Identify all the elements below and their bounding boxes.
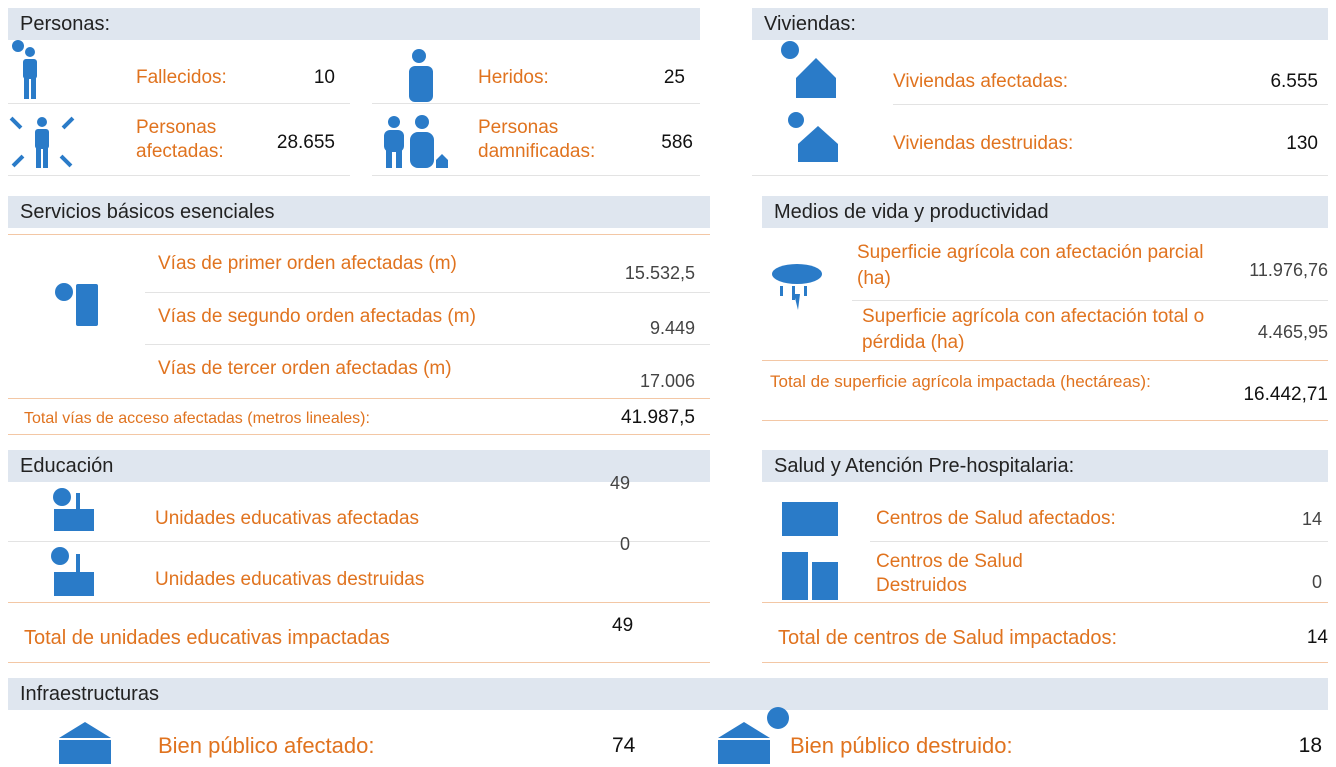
item-value: 586 <box>661 132 693 153</box>
separator <box>372 103 700 104</box>
section-header: Educación <box>8 450 710 482</box>
item-value: 0 <box>620 534 631 554</box>
separator <box>870 541 1328 542</box>
separator <box>8 103 350 104</box>
item-value: 74 <box>612 734 636 757</box>
item-value: 130 <box>1286 133 1318 154</box>
item-value: 49 <box>610 473 631 493</box>
person-icon <box>12 40 37 99</box>
hospital-icon <box>782 552 838 600</box>
item-label: Viviendas destruidas: <box>893 133 1074 154</box>
separator <box>762 602 1328 603</box>
building-icon <box>59 722 111 764</box>
separator <box>762 360 1328 361</box>
item-value: 15.532,5 <box>624 263 695 283</box>
item-label: Superficie agrícola con afectación total… <box>862 306 1205 353</box>
school-icon <box>51 547 94 596</box>
item-label: Vías de tercer orden afectadas (m) <box>158 358 452 379</box>
separator <box>8 175 350 176</box>
separator <box>8 541 710 542</box>
section-header: Infraestructuras <box>8 678 1328 710</box>
separator <box>893 104 1328 105</box>
section-header: Servicios básicos esenciales <box>8 196 710 228</box>
item-label: Personas afectadas: <box>136 117 224 162</box>
total-label: Total de centros de Salud impactados: <box>778 627 1118 649</box>
building-icon <box>718 707 789 764</box>
separator <box>8 434 710 435</box>
item-label: Bien público afectado: <box>158 733 375 758</box>
separator <box>762 420 1328 421</box>
section-header: Salud y Atención Pre-hospitalaria: <box>762 450 1328 482</box>
separator <box>145 292 710 293</box>
house-icon <box>781 41 836 98</box>
road-icon <box>55 283 98 326</box>
item-label: Unidades educativas destruidas <box>155 569 425 590</box>
item-label: Heridos: <box>478 67 549 88</box>
item-value: 4.465,95 <box>1257 322 1328 342</box>
total-value: 41.987,5 <box>621 407 695 428</box>
total-label: Total de unidades educativas impactadas <box>24 627 390 649</box>
item-label: Unidades educativas afectadas <box>155 508 420 529</box>
section-header: Personas: <box>8 8 700 40</box>
item-value: 25 <box>663 67 685 88</box>
section-header: Viviendas: <box>752 8 1328 40</box>
separator <box>8 662 710 663</box>
separator <box>852 300 1328 301</box>
section-header: Medios de vida y productividad <box>762 196 1328 228</box>
school-icon <box>53 488 94 531</box>
weather-icon <box>772 264 822 310</box>
item-label: Centros de Salud Destruidos <box>876 551 1023 596</box>
separator <box>8 234 710 235</box>
item-value: 14 <box>1301 509 1322 529</box>
item-label: Centros de Salud afectados: <box>876 508 1116 529</box>
total-value: 49 <box>612 615 634 636</box>
item-label: Fallecidos: <box>136 67 227 88</box>
hospital-icon <box>782 502 838 536</box>
item-label: Superficie agrícola con afectación parci… <box>857 242 1204 289</box>
item-value: 18 <box>1298 734 1322 757</box>
total-label: Total de superficie agrícola impactada (… <box>770 372 1151 391</box>
separator <box>8 398 710 399</box>
item-value: 17.006 <box>639 371 695 391</box>
item-label: Bien público destruido: <box>790 733 1013 758</box>
house-icon <box>788 112 838 162</box>
item-value: 0 <box>1311 572 1322 592</box>
item-value: 28.655 <box>276 132 335 153</box>
homeless-icon <box>384 115 448 168</box>
item-value: 6.555 <box>1270 71 1318 92</box>
separator <box>8 602 710 603</box>
item-value: 9.449 <box>649 318 695 338</box>
item-value: 11.976,76 <box>1249 260 1328 280</box>
item-label: Vías de primer orden afectadas (m) <box>158 253 457 274</box>
total-label: Total vías de acceso afectadas (metros l… <box>24 410 370 427</box>
item-value: 10 <box>313 67 335 88</box>
item-label: Vías de segundo orden afectadas (m) <box>158 306 476 327</box>
item-label: Personas damnificadas: <box>478 117 596 162</box>
separator <box>372 175 700 176</box>
separator <box>762 662 1328 663</box>
separator <box>145 344 710 345</box>
total-value: 14 <box>1306 627 1328 648</box>
injured-icon <box>409 49 433 102</box>
affected-icon <box>9 116 75 168</box>
separator <box>752 175 1328 176</box>
item-label: Viviendas afectadas: <box>893 71 1068 92</box>
total-value: 16.442,71 <box>1243 384 1328 405</box>
